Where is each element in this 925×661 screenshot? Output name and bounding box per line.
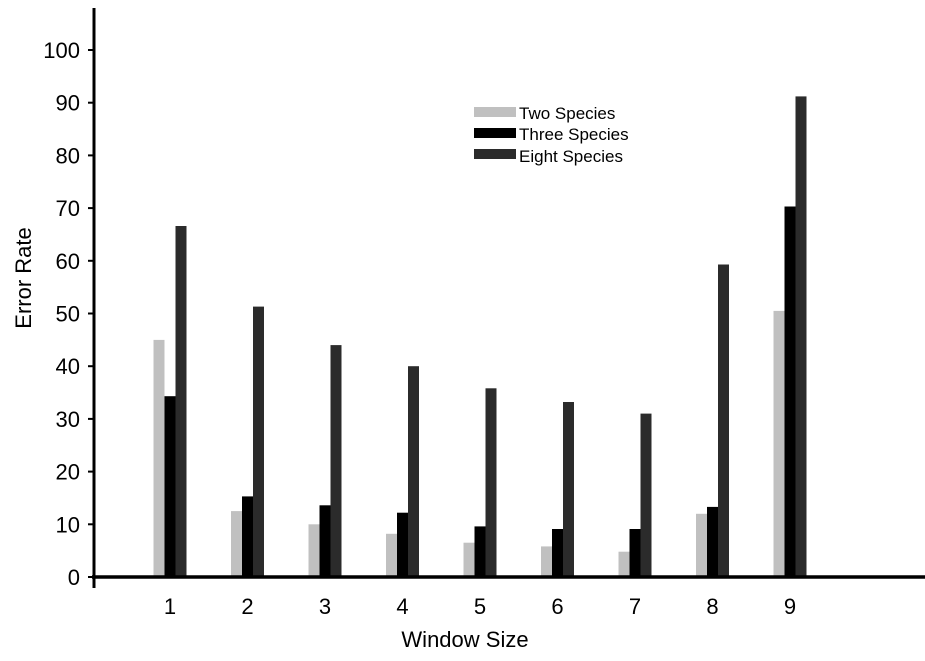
legend-label-eight-species: Eight Species — [519, 147, 623, 166]
bar-two-species-4 — [386, 533, 397, 577]
bar-two-species-9 — [773, 310, 785, 577]
bar-three-species-7 — [629, 529, 641, 577]
bar-eight-species-5 — [485, 388, 497, 577]
y-tick-label: 50 — [56, 302, 80, 327]
bar-two-species-8 — [696, 513, 707, 577]
axes-layer — [92, 8, 925, 588]
bar-three-species-3 — [319, 505, 331, 577]
legend-label-three-species: Three Species — [519, 125, 629, 144]
bar-three-species-4 — [397, 512, 408, 577]
bar-eight-species-3 — [330, 345, 342, 577]
bar-eight-species-4 — [408, 366, 419, 577]
bar-three-species-8 — [707, 506, 718, 577]
bar-two-species-3 — [308, 524, 320, 577]
x-tick-label: 2 — [241, 594, 253, 619]
y-tick-label: 90 — [56, 91, 80, 116]
bar-two-species-6 — [541, 546, 552, 577]
bar-three-species-9 — [784, 206, 796, 577]
bar-three-species-1 — [164, 396, 176, 577]
bar-two-species-1 — [153, 339, 165, 577]
bar-eight-species-6 — [563, 402, 574, 577]
bar-three-species-6 — [552, 529, 563, 577]
y-tick-label: 30 — [56, 407, 80, 432]
x-tick-label: 5 — [474, 594, 486, 619]
legend-label-two-species: Two Species — [519, 104, 615, 123]
bars-layer — [153, 96, 807, 578]
x-ticks: 1 2 3 4 5 6 7 8 9 — [164, 594, 796, 619]
legend-swatch-three-species — [474, 128, 516, 138]
legend: Two Species Three Species Eight Species — [474, 104, 629, 166]
legend-swatch-two-species — [474, 107, 516, 117]
bar-eight-species-2 — [253, 306, 264, 577]
bar-two-species-7 — [618, 551, 630, 577]
bar-eight-species-9 — [795, 96, 807, 578]
x-tick-label: 4 — [396, 594, 408, 619]
bar-two-species-2 — [231, 511, 242, 577]
x-tick-label: 9 — [784, 594, 796, 619]
y-tick-label: 80 — [56, 143, 80, 168]
y-tick-label: 100 — [43, 38, 80, 63]
bar-eight-species-8 — [718, 264, 729, 577]
x-tick-label: 3 — [319, 594, 331, 619]
bar-three-species-2 — [242, 496, 253, 577]
y-ticks: 0 10 20 30 40 50 60 70 80 90 100 — [43, 38, 94, 590]
y-tick-label: 10 — [56, 512, 80, 537]
y-tick-label: 0 — [68, 565, 80, 590]
y-tick-label: 40 — [56, 354, 80, 379]
y-axis-title: Error Rate — [11, 227, 36, 328]
bar-eight-species-1 — [175, 226, 187, 577]
y-tick-label: 20 — [56, 460, 80, 485]
y-tick-label: 60 — [56, 249, 80, 274]
legend-swatch-eight-species — [474, 149, 516, 159]
x-tick-label: 8 — [706, 594, 718, 619]
x-tick-label: 6 — [551, 594, 563, 619]
x-tick-label: 7 — [629, 594, 641, 619]
y-tick-label: 70 — [56, 196, 80, 221]
x-tick-label: 1 — [164, 594, 176, 619]
bar-eight-species-7 — [640, 413, 652, 577]
bar-two-species-5 — [463, 542, 475, 577]
x-axis-title: Window Size — [401, 627, 528, 652]
bar-three-species-5 — [474, 526, 486, 577]
